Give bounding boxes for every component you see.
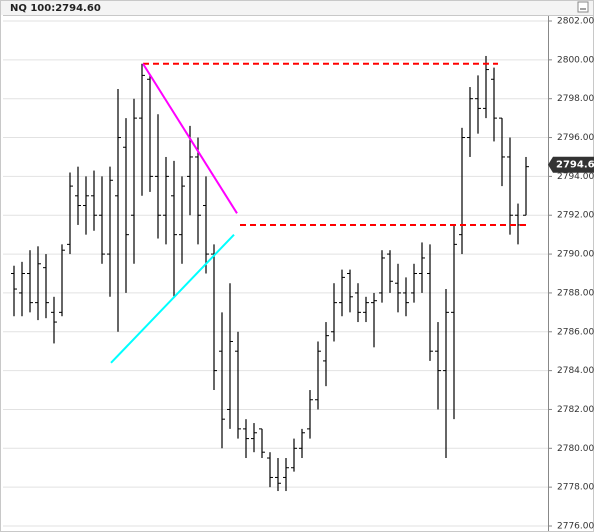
y-tick-label: 2782.00 [557, 405, 594, 415]
y-tick-label: 2794.00 [557, 172, 594, 182]
chart-title: NQ 100:2794.60 [10, 3, 101, 14]
y-tick-label: 2776.00 [557, 522, 594, 532]
title-bar [1, 1, 593, 15]
trend-line [110, 233, 235, 364]
y-tick-label: 2792.00 [557, 211, 594, 221]
last-price-label: 2794.6 [556, 160, 594, 171]
y-tick-label: 2786.00 [557, 327, 594, 337]
y-tick-label: 2798.00 [557, 94, 594, 104]
y-tick-label: 2788.00 [557, 288, 594, 298]
y-tick-label: 2780.00 [557, 444, 594, 454]
y-tick-label: 2790.00 [557, 250, 594, 260]
y-tick-label: 2800.00 [557, 55, 594, 65]
y-tick-label: 2778.00 [557, 483, 594, 493]
y-tick-label: 2802.00 [557, 17, 594, 27]
y-tick-label: 2796.00 [557, 133, 594, 143]
y-tick-label: 2784.00 [557, 366, 594, 376]
trend-line [142, 63, 238, 214]
last-price-marker [548, 156, 594, 173]
minimize-button[interactable] [577, 1, 589, 13]
